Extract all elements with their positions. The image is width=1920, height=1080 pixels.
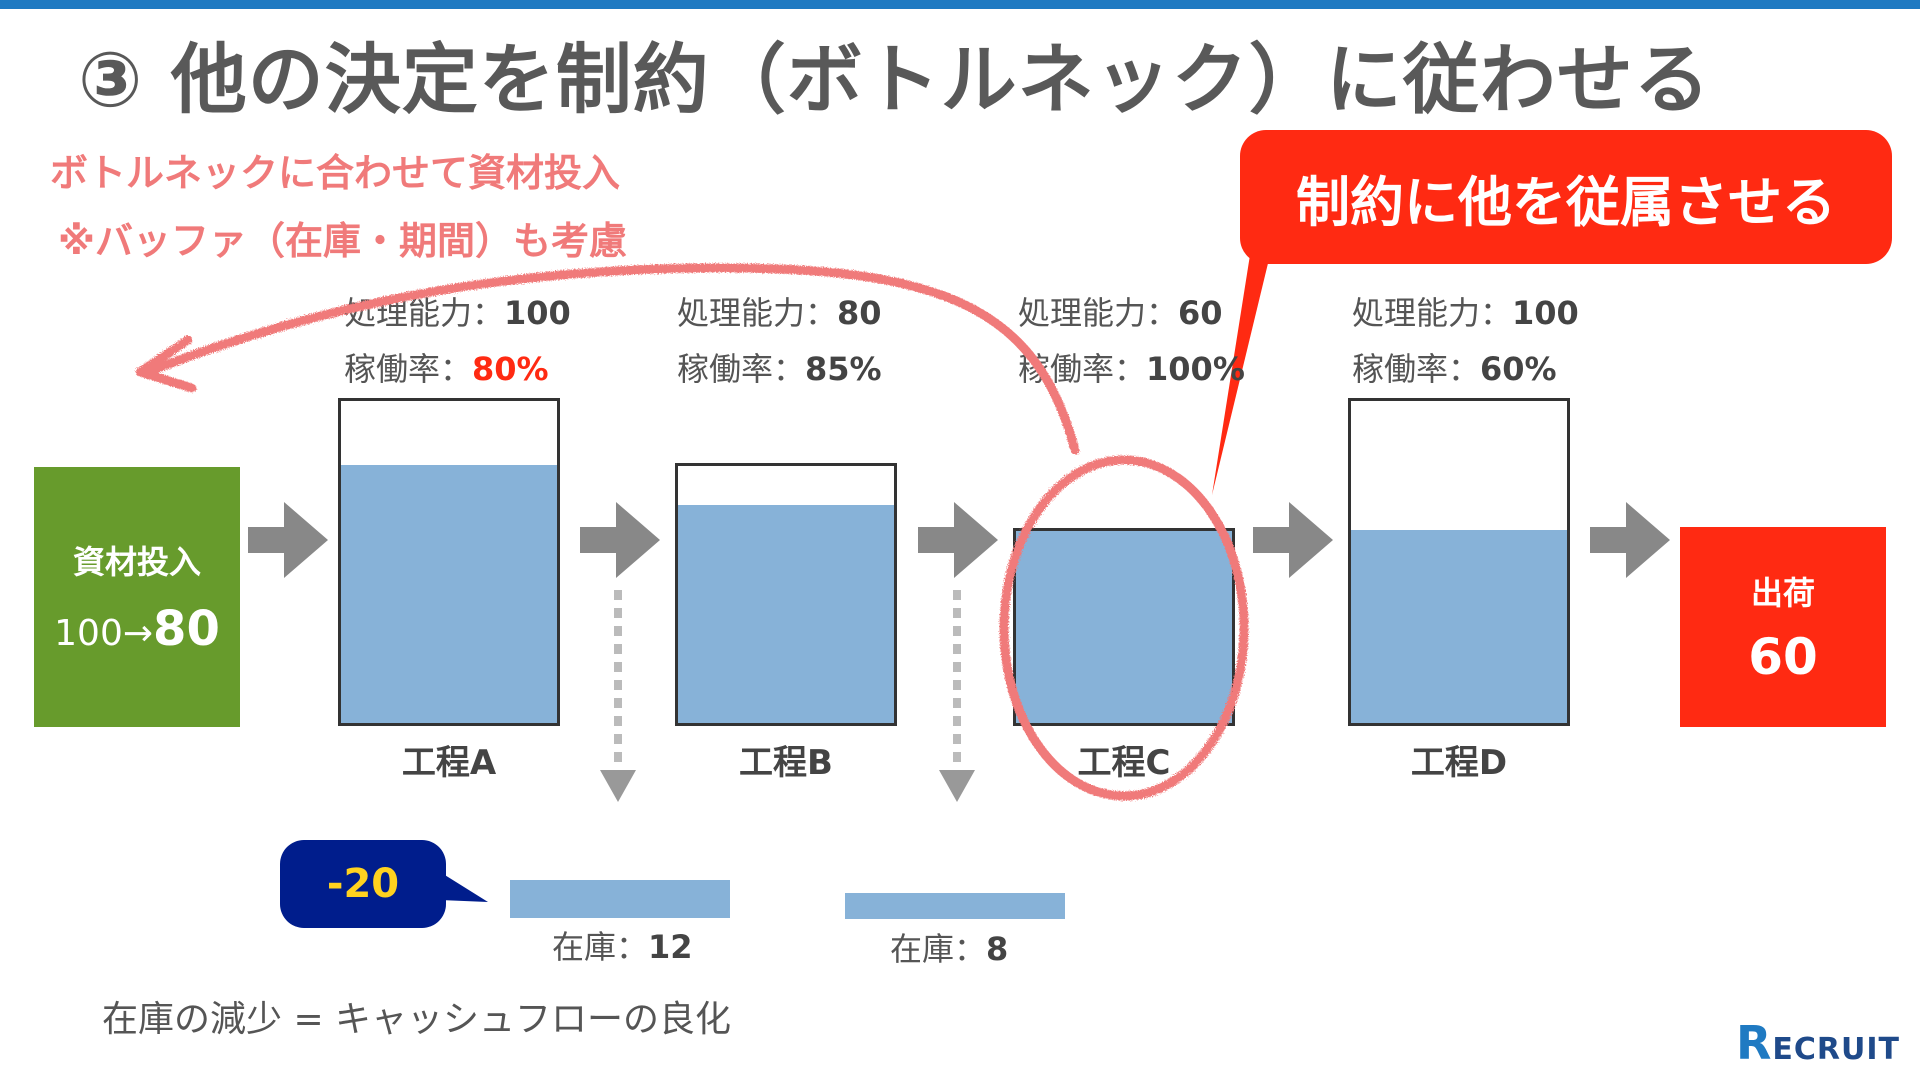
process-b-capacity: 処理能力：80: [677, 294, 882, 332]
callout-box: 制約に他を従属させる: [1240, 130, 1892, 264]
process-d-label: 工程D: [1410, 743, 1508, 783]
inventory-label-1: 在庫：12: [552, 928, 693, 966]
inventory-bar-1: [510, 880, 730, 918]
shipping-label: 出荷: [1750, 574, 1815, 612]
inventory-label-2: 在庫：8: [890, 930, 1009, 968]
process-a-tank: [338, 398, 560, 726]
process-c-fill: [1016, 531, 1232, 723]
flow-arrow-icon: [580, 502, 660, 578]
flow-arrow-icon: [248, 502, 328, 578]
process-b-label: 工程B: [739, 743, 833, 783]
flow-arrow-icon: [1253, 502, 1333, 578]
page-title: ③ 他の決定を制約（ボトルネック）に従わせる: [78, 35, 1711, 124]
bottleneck-circle-icon: [999, 455, 1249, 801]
process-c-tank: [1013, 528, 1235, 726]
flow-arrow-icon: [918, 502, 998, 578]
process-d-rate: 稼働率：60%: [1352, 350, 1557, 388]
inventory-arrow-head-a-icon: [600, 770, 636, 802]
shipping-box: 出荷 60: [1680, 527, 1886, 727]
note-line-1: ボトルネックに合わせて資材投入: [50, 151, 621, 195]
process-d-fill: [1351, 529, 1567, 723]
process-a-label: 工程A: [401, 743, 497, 783]
feedback-arrowhead-icon: [135, 335, 197, 393]
process-c-label: 工程C: [1077, 743, 1171, 783]
inventory-bar-2: [845, 893, 1065, 919]
process-b-rate: 稼働率：85%: [677, 350, 882, 388]
shipping-value: 60: [1748, 628, 1818, 686]
recruit-logo: RECRUIT: [1736, 1016, 1901, 1070]
process-a-rate: 稼働率：80%: [344, 350, 549, 388]
top-accent-bar: [0, 0, 1920, 9]
flow-arrow-icon: [1590, 502, 1670, 578]
material-input-label: 資材投入: [72, 543, 201, 581]
feedback-arrow-icon: [143, 263, 1080, 455]
reduction-bubble: -20: [280, 840, 446, 928]
process-b-tank: [675, 463, 897, 726]
reduction-bubble-tail: [440, 872, 488, 902]
process-c-capacity: 処理能力：60: [1018, 294, 1223, 332]
material-input-values: 100→80: [54, 601, 220, 657]
material-input-box: 資材投入 100→80: [34, 467, 240, 727]
process-a-fill: [341, 465, 557, 723]
process-d-tank: [1348, 398, 1570, 726]
process-b-fill: [678, 504, 894, 723]
footer-note: 在庫の減少 = キャッシュフローの良化: [102, 999, 732, 1040]
process-d-capacity: 処理能力：100: [1352, 294, 1579, 332]
inventory-arrow-head-b-icon: [939, 770, 975, 802]
note-line-2: ※バッファ（在庫・期間）も考慮: [58, 219, 627, 263]
